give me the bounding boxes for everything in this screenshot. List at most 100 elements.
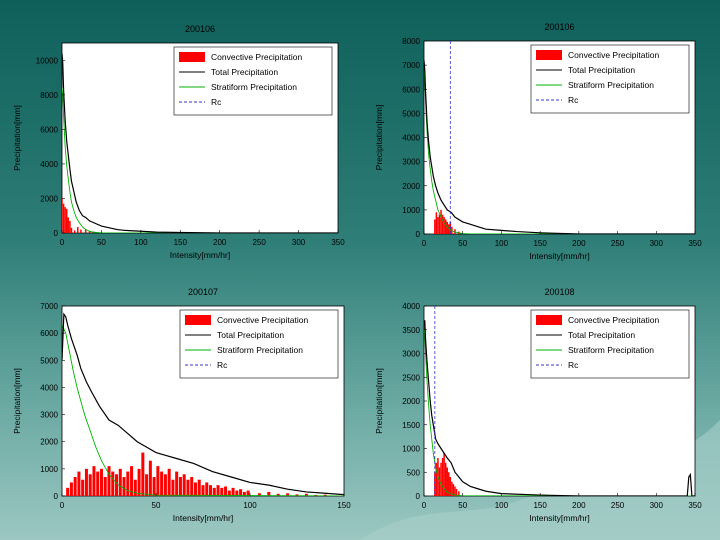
x-tick-label: 250 [252,238,266,247]
stratiform-line [424,329,695,496]
convective-bar [137,468,141,496]
legend-label-convective: Convective Precipitation [568,315,659,325]
y-tick-label: 7000 [402,61,420,70]
y-tick-label: 0 [54,492,59,501]
convective-bar [193,482,197,496]
convective-bar [73,477,77,496]
x-tick-label: 350 [688,501,702,510]
convective-bar [227,490,231,496]
convective-bar [118,468,122,496]
convective-bar [92,466,96,496]
plot-content [62,53,338,233]
convective-bar [122,477,126,496]
total-line [424,60,695,234]
convective-bar [67,217,70,233]
y-tick-label: 6000 [40,329,58,338]
x-tick-label: 200 [572,239,586,248]
y-tick-label: 4000 [402,134,420,143]
convective-bar [62,198,63,233]
y-tick-label: 3000 [40,411,58,420]
stratiform-line [424,69,695,234]
convective-bar [267,491,271,496]
legend-label-convective: Convective Precipitation [211,52,302,62]
convective-bar [455,488,458,496]
x-tick-label: 150 [533,239,547,248]
convective-bar [167,468,171,496]
y-tick-label: 2000 [402,182,420,191]
legend-label-rc: Rc [568,95,579,105]
convective-bar [239,489,243,496]
legend-label-rc: Rc [217,360,228,370]
legend-label-convective: Convective Precipitation [217,315,308,325]
convective-bar [443,217,445,234]
x-tick-label: 300 [292,238,306,247]
convective-bar [224,486,228,496]
y-tick-label: 6000 [402,85,420,94]
convective-bar [231,487,235,496]
y-axis-label: Precipitation[mm] [12,105,22,171]
x-axis-label: Intensity[mm/hr] [173,513,233,523]
convective-bar [65,208,68,233]
legend-swatch-convective [179,52,205,62]
convective-bar [96,471,100,496]
legend-label-total: Total Precipitation [568,330,635,340]
y-tick-label: 0 [416,230,421,239]
x-tick-label: 100 [134,238,148,247]
chart-panel-3: 200107 0 50 100 150 0 1000 2000 3000 4000 5000 6000… [12,287,351,523]
convective-bar [73,230,76,233]
convective-bar [437,217,439,234]
convective-bar [205,482,209,496]
convective-bar [103,477,107,496]
convective-bar [160,471,164,496]
convective-bar [197,479,201,496]
convective-bar [111,471,115,496]
y-tick-label: 10000 [36,56,59,65]
legend: Convective Precipitation Total Precipitat… [530,44,690,114]
y-tick-label: 3000 [402,158,420,167]
convective-bar [440,462,442,496]
x-tick-label: 0 [422,239,427,248]
convective-bar [438,214,441,234]
convective-bar [446,467,448,496]
x-tick-label: 150 [533,501,547,510]
y-tick-label: 7000 [40,302,58,311]
convective-bar [84,229,87,233]
convective-bar [452,484,455,496]
convective-bar [66,487,70,496]
convective-bar [446,221,448,234]
x-axis-label: Intensity[mm/hr] [170,250,230,260]
legend-label-convective: Convective Precipitation [568,50,659,60]
convective-bar [435,462,438,496]
convective-bar [438,467,441,496]
convective-bar [458,491,460,496]
plot-content [424,306,695,496]
legend-label-total: Total Precipitation [211,67,278,77]
legend-label-stratiform: Stratiform Precipitation [211,82,297,92]
convective-bar [178,477,182,496]
convective-bar [449,477,452,496]
y-tick-label: 5000 [402,109,420,118]
x-tick-label: 300 [650,501,664,510]
convective-bar [70,227,73,233]
convective-bar [448,224,450,234]
legend-label-stratiform: Stratiform Precipitation [568,80,654,90]
y-tick-label: 0 [54,229,59,238]
y-tick-label: 2000 [40,194,58,203]
y-tick-label: 4000 [402,302,420,311]
x-tick-label: 150 [174,238,188,247]
convective-bar [454,486,456,496]
convective-bar [443,453,445,496]
x-tick-label: 50 [97,238,106,247]
chart-title: 200106 [185,24,215,34]
legend-label-total: Total Precipitation [217,330,284,340]
y-tick-label: 3000 [402,350,420,359]
legend: Convective Precipitation Total Precipitat… [173,46,333,116]
y-tick-label: 2500 [402,373,420,382]
legend: Convective Precipitation Total Precipitat… [530,309,690,379]
convective-bar [133,479,137,496]
legend: Convective Precipitation Total Precipitat… [179,309,339,379]
charts-root: 200106 0 50 100 150 200 250 300 350 0 2000 4000 6000… [12,22,702,523]
chart-title: 200108 [544,287,574,297]
